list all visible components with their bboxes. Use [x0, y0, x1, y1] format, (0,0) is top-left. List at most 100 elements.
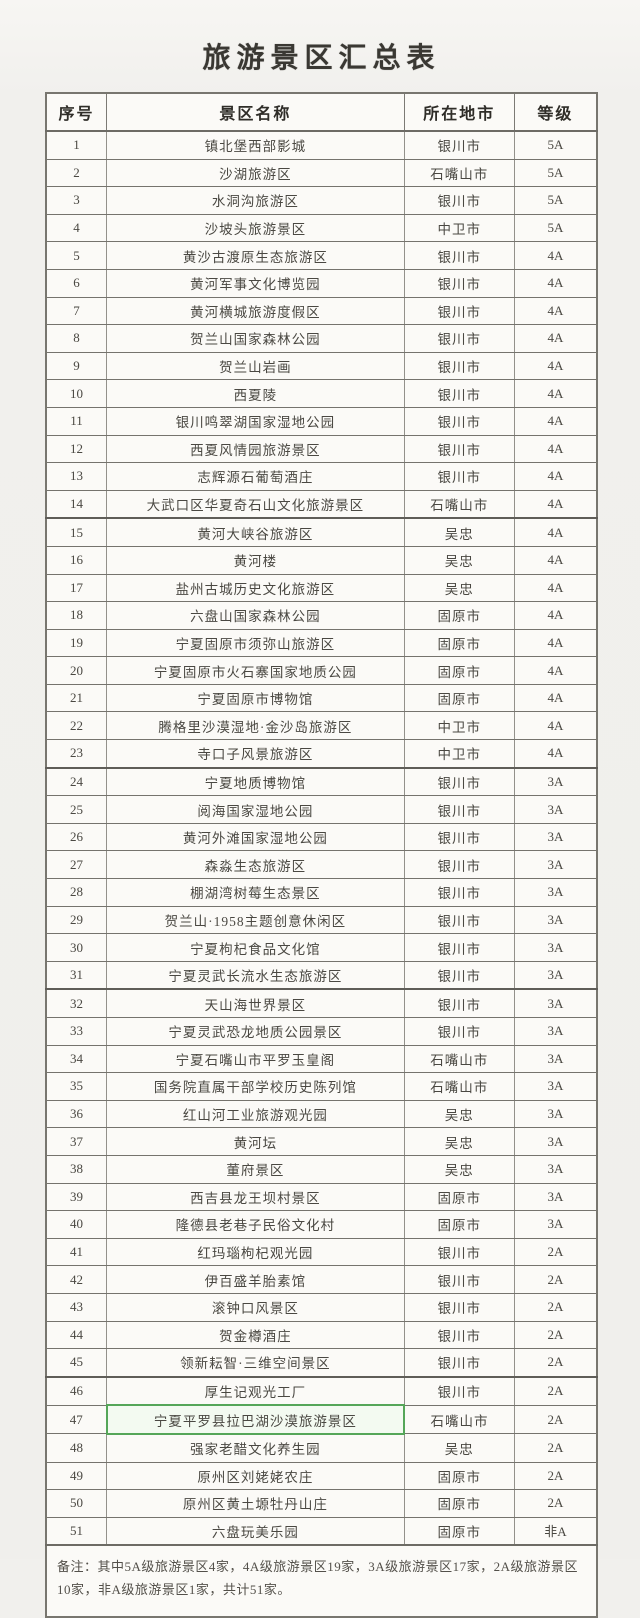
row-number: 10 — [45, 379, 108, 408]
attraction-name: 宁夏平罗县拉巴湖沙漠旅游景区 — [105, 1404, 406, 1435]
grade-value: 4A — [513, 296, 598, 326]
row-number: 22 — [45, 711, 108, 741]
city-name: 银川市 — [403, 766, 515, 797]
city-name: 吴忠 — [403, 1154, 515, 1184]
city-name: 固原市 — [403, 1489, 515, 1518]
row-number: 27 — [45, 850, 108, 880]
row-number: 6 — [45, 268, 108, 298]
grade-value: 3A — [513, 1127, 598, 1156]
row-number: 43 — [45, 1292, 108, 1322]
attraction-name: 原州区刘姥姥农庄 — [106, 1461, 405, 1491]
city-name: 吴忠 — [403, 545, 515, 575]
row-number: 14 — [45, 489, 108, 519]
attraction-name: 红玛瑙枸杞观光园 — [106, 1237, 405, 1267]
table-row: 40 隆德县老巷子民俗文化村 固原市 3A — [45, 1210, 598, 1239]
grade-value: 5A — [513, 158, 598, 188]
row-number: 20 — [45, 656, 108, 685]
row-number: 42 — [45, 1265, 108, 1294]
city-name: 银川市 — [403, 434, 515, 464]
table-row: 10 西夏陵 银川市 4A — [45, 379, 598, 408]
row-number: 13 — [45, 462, 108, 491]
table-row: 6 黄河军事文化博览园 银川市 4A — [45, 268, 598, 298]
grade-value: 3A — [513, 905, 598, 935]
attraction-name: 领新耘智·三维空间景区 — [106, 1348, 405, 1378]
city-name: 银川市 — [403, 1292, 515, 1322]
row-number: 15 — [45, 517, 108, 547]
attraction-name: 宁夏地质博物馆 — [106, 766, 405, 797]
row-number: 26 — [45, 822, 108, 852]
grade-value: 3A — [513, 933, 598, 962]
table-row: 18 六盘山国家森林公园 固原市 4A — [45, 601, 598, 630]
table-row: 46 厚生记观光工厂 银川市 2A — [45, 1375, 598, 1406]
grade-value: 5A — [513, 186, 598, 215]
city-name: 石嘴山市 — [403, 489, 515, 519]
city-name: 银川市 — [403, 406, 515, 436]
row-number: 49 — [45, 1461, 108, 1491]
table-row: 43 滚钟口风景区 银川市 2A — [45, 1292, 598, 1322]
attraction-name: 天山海世界景区 — [106, 988, 405, 1019]
table-row: 48 强家老醋文化养生园 吴忠 2A — [45, 1433, 598, 1463]
city-name: 固原市 — [403, 1210, 515, 1239]
table-row: 47 宁夏平罗县拉巴湖沙漠旅游景区 石嘴山市 2A — [45, 1404, 598, 1435]
grade-value: 3A — [513, 766, 598, 797]
row-number: 12 — [45, 434, 108, 464]
table-row: 41 红玛瑙枸杞观光园 银川市 2A — [45, 1237, 598, 1267]
attraction-name: 原州区黄土塬牡丹山庄 — [106, 1489, 405, 1518]
attraction-name: 镇北堡西部影城 — [106, 130, 405, 160]
table-row: 32 天山海世界景区 银川市 3A — [45, 988, 598, 1019]
attraction-name: 盐州古城历史文化旅游区 — [106, 573, 405, 603]
table-row: 39 西吉县龙王坝村景区 固原市 3A — [45, 1182, 598, 1212]
column-header-grade: 等级 — [513, 92, 598, 132]
row-number: 2 — [45, 158, 108, 188]
column-header-city: 所在地市 — [403, 92, 515, 132]
row-number: 21 — [45, 683, 108, 713]
table-row: 4 沙坡头旅游景区 中卫市 5A — [45, 213, 598, 243]
grade-value: 2A — [513, 1489, 598, 1518]
table-row: 28 棚湖湾树莓生态景区 银川市 3A — [45, 878, 598, 907]
city-name: 固原市 — [403, 656, 515, 685]
row-number: 28 — [45, 878, 108, 907]
city-name: 石嘴山市 — [403, 1044, 515, 1074]
attraction-name: 国务院直属干部学校历史陈列馆 — [106, 1072, 405, 1101]
row-number: 47 — [45, 1404, 108, 1435]
grade-value: 4A — [513, 351, 598, 381]
table-row: 44 贺金樽酒庄 银川市 2A — [45, 1320, 598, 1350]
city-name: 吴忠 — [403, 1433, 515, 1463]
attraction-name: 红山河工业旅游观光园 — [106, 1099, 405, 1129]
row-number: 45 — [45, 1348, 108, 1378]
attraction-name: 腾格里沙漠湿地·金沙岛旅游区 — [106, 711, 405, 741]
grade-value: 2A — [513, 1292, 598, 1322]
grade-value: 2A — [513, 1237, 598, 1267]
attraction-name: 沙坡头旅游景区 — [106, 213, 405, 243]
city-name: 固原市 — [403, 601, 515, 630]
grade-value: 3A — [513, 878, 598, 907]
row-number: 30 — [45, 933, 108, 962]
attraction-name: 森淼生态旅游区 — [106, 850, 405, 880]
grade-value: 4A — [513, 489, 598, 519]
row-number: 18 — [45, 601, 108, 630]
attraction-name: 沙湖旅游区 — [106, 158, 405, 188]
grade-value: 3A — [513, 822, 598, 852]
attraction-name: 宁夏灵武恐龙地质公园景区 — [106, 1017, 405, 1046]
grade-value: 2A — [513, 1375, 598, 1406]
attraction-name: 水洞沟旅游区 — [106, 186, 405, 215]
attraction-name: 黄沙古渡原生态旅游区 — [106, 241, 405, 270]
city-name: 银川市 — [403, 1237, 515, 1267]
city-name: 银川市 — [403, 878, 515, 907]
column-header-no: 序号 — [45, 92, 108, 132]
table-row: 24 宁夏地质博物馆 银川市 3A — [45, 766, 598, 797]
table-row: 25 阅海国家湿地公园 银川市 3A — [45, 795, 598, 824]
table-row: 11 银川鸣翠湖国家湿地公园 银川市 4A — [45, 406, 598, 436]
grade-value: 4A — [513, 324, 598, 353]
table-row: 2 沙湖旅游区 石嘴山市 5A — [45, 158, 598, 188]
city-name: 中卫市 — [403, 739, 515, 769]
grade-value: 3A — [513, 850, 598, 880]
table-body: 1 镇北堡西部影城 银川市 5A 2 沙湖旅游区 石嘴山市 5A 3 水洞沟旅游区 银川市 5A 4 沙坡… — [45, 130, 598, 1546]
city-name: 银川市 — [403, 822, 515, 852]
city-name: 银川市 — [403, 351, 515, 381]
row-number: 3 — [45, 186, 108, 215]
grade-value: 3A — [513, 1154, 598, 1184]
city-name: 银川市 — [403, 296, 515, 326]
row-number: 25 — [45, 795, 108, 824]
row-number: 9 — [45, 351, 108, 381]
